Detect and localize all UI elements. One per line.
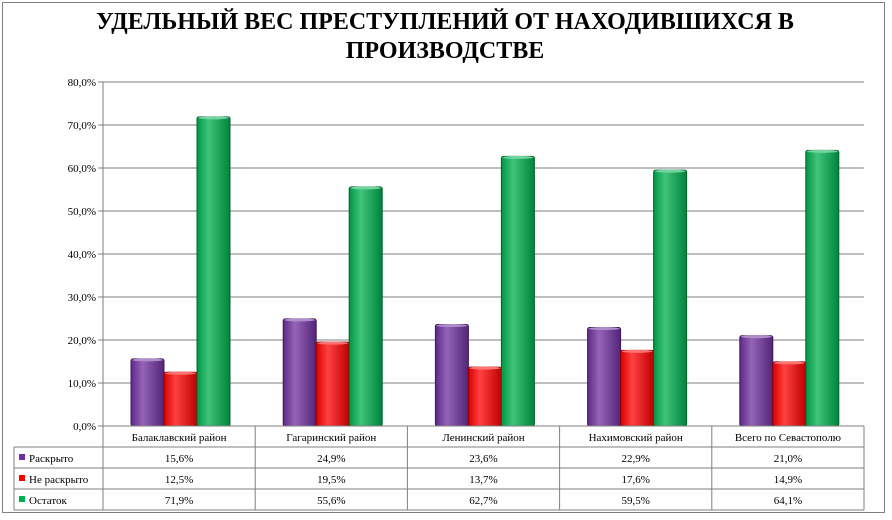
category-label: Всего по Севастополю	[735, 432, 841, 444]
data-label: 12,5%	[165, 474, 193, 486]
data-table: Балаклавский район Гагаринский район Ленин…	[13, 425, 865, 511]
bar	[434, 324, 469, 427]
bar-top-highlight	[469, 366, 501, 370]
data-label: 15,6%	[165, 453, 193, 465]
data-label: 55,6%	[317, 495, 345, 507]
data-label: 64,1%	[774, 495, 802, 507]
bar-top-highlight	[350, 186, 382, 190]
bar	[196, 116, 231, 427]
bar	[772, 361, 807, 427]
bar-top-highlight	[132, 358, 163, 362]
y-axis: 0,0% 10,0% 20,0% 30,0% 40,0% 50,0% 60,0% 70,0% 8…	[68, 77, 104, 433]
legend-swatch	[19, 454, 25, 460]
data-label: 24,9%	[317, 453, 345, 465]
data-label: 14,9%	[774, 474, 802, 486]
y-tick-label: 30,0%	[68, 292, 96, 304]
bar-top-highlight	[621, 349, 653, 353]
bar	[500, 155, 535, 427]
legend-swatch	[19, 496, 25, 502]
data-label: 13,7%	[469, 474, 497, 486]
chart-frame	[2, 2, 885, 513]
data-label: 19,5%	[317, 474, 345, 486]
bar-top-highlight	[502, 155, 534, 159]
bar-top-highlight	[436, 324, 468, 328]
legend-label: Остаток	[29, 495, 68, 507]
bar-top-highlight	[165, 371, 196, 375]
y-tick-label: 10,0%	[68, 378, 96, 390]
bars	[130, 116, 840, 427]
data-label: 17,6%	[621, 474, 649, 486]
data-label: 62,7%	[469, 495, 497, 507]
bar	[282, 318, 317, 427]
category-label: Ленинский район	[442, 432, 524, 444]
bar-top-highlight	[773, 361, 805, 365]
bar	[653, 169, 688, 427]
data-label: 59,5%	[621, 495, 649, 507]
legend-swatch	[19, 475, 25, 481]
y-tick-label: 50,0%	[68, 206, 96, 218]
category-label: Балаклавский район	[132, 432, 227, 444]
category-label: Гагаринский район	[286, 432, 376, 444]
data-label: 21,0%	[774, 453, 802, 465]
y-tick-label: 20,0%	[68, 335, 96, 347]
legend-label: Раскрыто	[29, 453, 74, 465]
bar-top-highlight	[806, 149, 838, 153]
data-label: 22,9%	[621, 453, 649, 465]
data-label: 71,9%	[165, 495, 193, 507]
y-tick-label: 40,0%	[68, 249, 96, 261]
y-tick-label: 70,0%	[68, 120, 96, 132]
bar-top-highlight	[740, 335, 772, 339]
bar	[620, 349, 655, 427]
bar	[130, 358, 165, 427]
y-tick-label: 60,0%	[68, 163, 96, 175]
category-label: Нахимовский район	[589, 432, 683, 444]
bar	[467, 366, 502, 427]
bar-top-highlight	[198, 116, 229, 120]
bar-top-highlight	[654, 169, 686, 173]
bar	[315, 341, 350, 427]
bar	[805, 149, 840, 427]
bar	[348, 186, 383, 427]
bar	[587, 327, 622, 427]
chart-title: УДЕЛЬНЫЙ ВЕС ПРЕСТУПЛЕНИЙ ОТ НАХОДИВШИХС…	[96, 9, 794, 64]
bar	[739, 335, 774, 427]
bar-top-highlight	[317, 341, 349, 345]
bar-top-highlight	[284, 318, 316, 322]
y-tick-label: 80,0%	[68, 77, 96, 89]
bar	[163, 371, 198, 427]
legend-label: Не раскрыто	[29, 474, 89, 486]
y-tick-label: 0,0%	[73, 421, 96, 433]
data-label: 23,6%	[469, 453, 497, 465]
bar-top-highlight	[588, 327, 620, 331]
